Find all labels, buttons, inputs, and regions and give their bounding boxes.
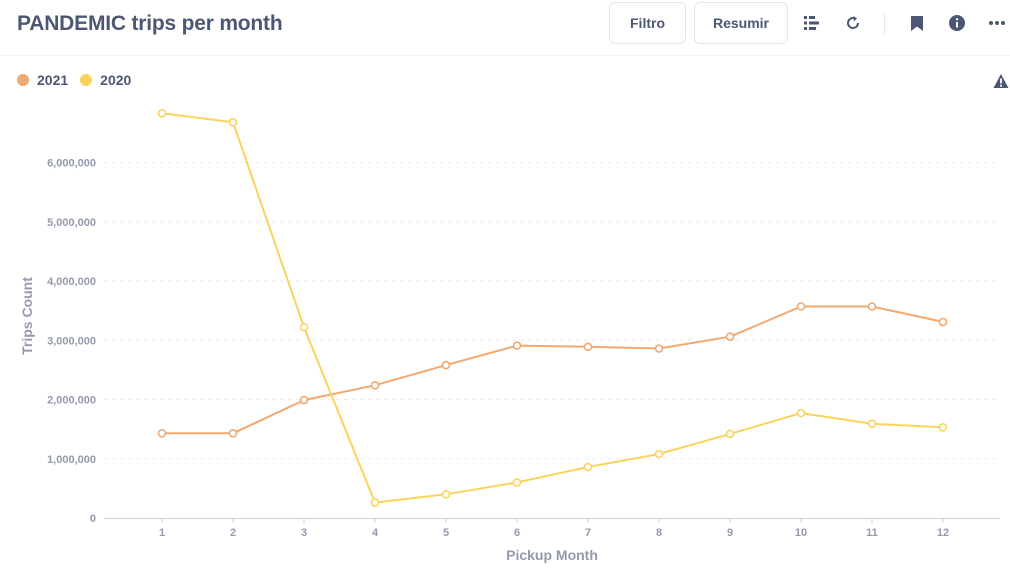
more-icon[interactable] bbox=[986, 12, 1008, 34]
data-point-2021[interactable] bbox=[228, 428, 238, 438]
x-tick-label: 12 bbox=[937, 527, 949, 539]
data-point-2020[interactable] bbox=[725, 429, 735, 439]
legend-label-2021: 2021 bbox=[37, 72, 69, 88]
x-tick-label: 8 bbox=[656, 527, 662, 539]
data-point-2020[interactable] bbox=[370, 498, 380, 507]
y-tick-label: 0 bbox=[90, 513, 96, 525]
data-point-2020[interactable] bbox=[938, 422, 948, 432]
y-tick-label: 4,000,000 bbox=[47, 276, 96, 288]
y-tick-label: 6,000,000 bbox=[47, 158, 96, 170]
data-point-2021[interactable] bbox=[725, 332, 735, 342]
x-tick-label: 6 bbox=[514, 527, 520, 539]
data-point-2021[interactable] bbox=[370, 380, 380, 390]
data-point-2020[interactable] bbox=[299, 322, 309, 332]
x-tick-label: 4 bbox=[372, 527, 379, 539]
x-tick-label: 10 bbox=[795, 527, 807, 539]
y-axis-title: Trips Count bbox=[19, 277, 35, 355]
data-point-2020[interactable] bbox=[228, 117, 238, 127]
list-icon[interactable] bbox=[801, 12, 823, 34]
legend-label-2020: 2020 bbox=[100, 72, 132, 88]
x-tick-label: 5 bbox=[443, 527, 449, 539]
y-tick-label: 2,000,000 bbox=[47, 395, 96, 407]
bookmark-icon[interactable] bbox=[906, 12, 928, 34]
y-tick-label: 3,000,000 bbox=[47, 335, 96, 347]
refresh-icon[interactable] bbox=[842, 12, 864, 34]
y-tick-label: 5,000,000 bbox=[47, 217, 96, 229]
toolbar-divider bbox=[884, 14, 885, 34]
x-tick-label: 1 bbox=[159, 527, 165, 539]
legend-dot-2020 bbox=[80, 74, 93, 86]
data-point-2020[interactable] bbox=[157, 109, 167, 118]
data-point-2020[interactable] bbox=[867, 419, 877, 429]
data-point-2021[interactable] bbox=[299, 395, 309, 405]
chart-header: PANDEMIC trips per month Filtro Resumir bbox=[0, 0, 1010, 56]
data-point-2020[interactable] bbox=[512, 478, 522, 487]
data-point-2020[interactable] bbox=[654, 449, 664, 459]
y-tick-label: 1,000,000 bbox=[47, 454, 96, 466]
info-icon[interactable] bbox=[946, 12, 968, 34]
x-tick-label: 2 bbox=[230, 527, 236, 539]
x-tick-label: 3 bbox=[301, 527, 307, 539]
legend-dot-2021 bbox=[17, 74, 29, 86]
warning-icon[interactable] bbox=[993, 73, 1010, 91]
data-point-2021[interactable] bbox=[583, 342, 593, 352]
summarize-button[interactable]: Resumir bbox=[694, 2, 788, 44]
series-line-2021 bbox=[162, 305, 944, 435]
page-title: PANDEMIC trips per month bbox=[17, 12, 283, 35]
data-point-2021[interactable] bbox=[796, 302, 806, 311]
x-axis-title: Pickup Month bbox=[506, 547, 598, 563]
data-point-2021[interactable] bbox=[441, 360, 451, 370]
data-point-2020[interactable] bbox=[583, 462, 593, 472]
series-line-2020 bbox=[161, 112, 944, 504]
chart-legend: 2021 2020 bbox=[17, 72, 143, 88]
legend-item-2020[interactable]: 2020 bbox=[80, 72, 131, 88]
data-point-2021[interactable] bbox=[512, 341, 522, 350]
x-tick-label: 9 bbox=[727, 527, 733, 539]
filter-button[interactable]: Filtro bbox=[609, 2, 686, 44]
legend-item-2021[interactable]: 2021 bbox=[17, 72, 68, 88]
data-point-2020[interactable] bbox=[796, 408, 806, 418]
data-point-2021[interactable] bbox=[938, 317, 948, 327]
x-tick-label: 7 bbox=[585, 527, 591, 539]
data-point-2020[interactable] bbox=[441, 489, 451, 499]
data-point-2021[interactable] bbox=[654, 344, 664, 353]
x-tick-label: 11 bbox=[866, 527, 878, 539]
data-point-2021[interactable] bbox=[157, 428, 167, 438]
data-point-2021[interactable] bbox=[867, 302, 877, 311]
